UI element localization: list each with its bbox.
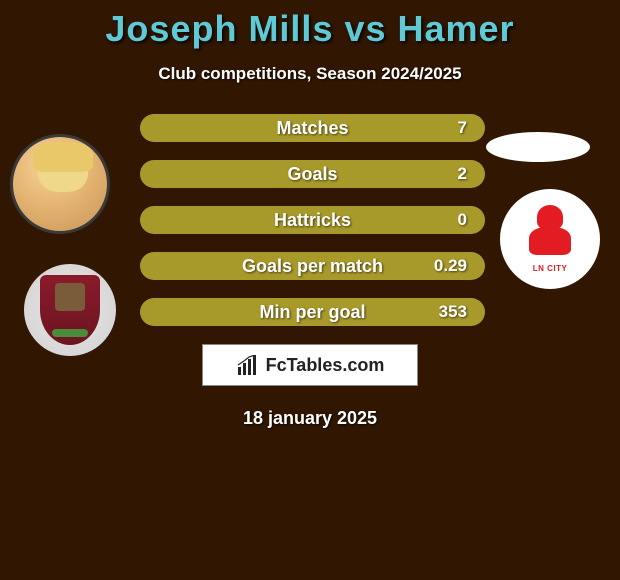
stat-label: Matches — [276, 118, 348, 139]
stat-bar-goals-per-match: Goals per match 0.29 — [140, 252, 485, 280]
subtitle: Club competitions, Season 2024/2025 — [0, 64, 620, 84]
player1-club-badge — [24, 264, 116, 356]
stat-value: 2 — [458, 164, 467, 184]
stat-bar-min-per-goal: Min per goal 353 — [140, 298, 485, 326]
stat-bar-hattricks: Hattricks 0 — [140, 206, 485, 234]
bar-chart-icon — [236, 355, 260, 375]
content-area: LN CITY Matches 7 Goals 2 Hattricks 0 Go… — [0, 114, 620, 429]
club-crest-icon — [40, 275, 100, 345]
stat-bar-matches: Matches 7 — [140, 114, 485, 142]
club-name-text: LN CITY — [533, 264, 568, 273]
imp-mascot-icon — [525, 205, 575, 260]
player2-avatar-placeholder — [486, 132, 590, 162]
stat-label: Min per goal — [259, 302, 365, 323]
stat-value: 7 — [458, 118, 467, 138]
stat-value: 353 — [439, 302, 467, 322]
stat-value: 0.29 — [434, 256, 467, 276]
stat-label: Hattricks — [274, 210, 351, 231]
fctables-logo: FcTables.com — [202, 344, 418, 386]
stat-label: Goals per match — [242, 256, 383, 277]
date-label: 18 january 2025 — [0, 408, 620, 429]
stat-value: 0 — [458, 210, 467, 230]
stat-bar-goals: Goals 2 — [140, 160, 485, 188]
player2-club-badge: LN CITY — [500, 189, 600, 289]
stat-bars-container: Matches 7 Goals 2 Hattricks 0 Goals per … — [140, 114, 485, 326]
player1-avatar — [10, 134, 110, 234]
stat-label: Goals — [287, 164, 337, 185]
comparison-title: Joseph Mills vs Hamer — [0, 0, 620, 50]
logo-text: FcTables.com — [266, 355, 385, 376]
